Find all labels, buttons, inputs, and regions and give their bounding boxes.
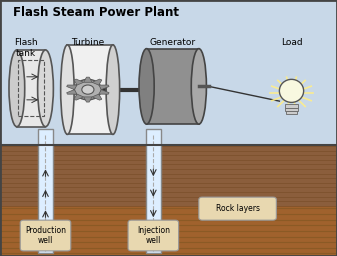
FancyBboxPatch shape xyxy=(128,220,179,251)
Polygon shape xyxy=(92,94,102,100)
Text: Flash
tank: Flash tank xyxy=(13,38,37,58)
Bar xyxy=(285,104,298,108)
Polygon shape xyxy=(84,97,92,102)
Bar xyxy=(17,50,45,127)
Polygon shape xyxy=(74,79,84,85)
Polygon shape xyxy=(74,94,84,100)
Polygon shape xyxy=(67,85,77,90)
Ellipse shape xyxy=(38,50,53,127)
Bar xyxy=(67,45,113,134)
Bar xyxy=(38,129,53,253)
Bar xyxy=(18,60,44,116)
Ellipse shape xyxy=(139,49,154,124)
Bar xyxy=(0,0,337,145)
Text: Injection
well: Injection well xyxy=(137,226,170,245)
Text: Turbine: Turbine xyxy=(71,38,104,47)
Bar xyxy=(147,49,199,124)
FancyBboxPatch shape xyxy=(20,220,71,251)
Bar xyxy=(286,111,297,114)
FancyBboxPatch shape xyxy=(199,197,276,220)
Text: Rock layers: Rock layers xyxy=(216,204,259,213)
Bar xyxy=(285,108,298,111)
Bar xyxy=(146,129,161,253)
Polygon shape xyxy=(92,79,102,85)
Bar xyxy=(0,145,337,206)
Ellipse shape xyxy=(191,49,206,124)
Ellipse shape xyxy=(61,45,74,134)
Circle shape xyxy=(82,85,94,94)
Polygon shape xyxy=(84,77,92,82)
Text: Flash Steam Power Plant: Flash Steam Power Plant xyxy=(13,6,180,19)
Text: Load: Load xyxy=(281,38,302,47)
Ellipse shape xyxy=(106,45,120,134)
Text: Generator: Generator xyxy=(150,38,196,47)
Ellipse shape xyxy=(279,79,304,102)
Polygon shape xyxy=(99,85,109,90)
Bar xyxy=(0,206,337,256)
Ellipse shape xyxy=(9,50,25,127)
Text: Production
well: Production well xyxy=(25,226,66,245)
Polygon shape xyxy=(99,90,109,94)
Polygon shape xyxy=(67,90,77,94)
Circle shape xyxy=(74,79,101,100)
